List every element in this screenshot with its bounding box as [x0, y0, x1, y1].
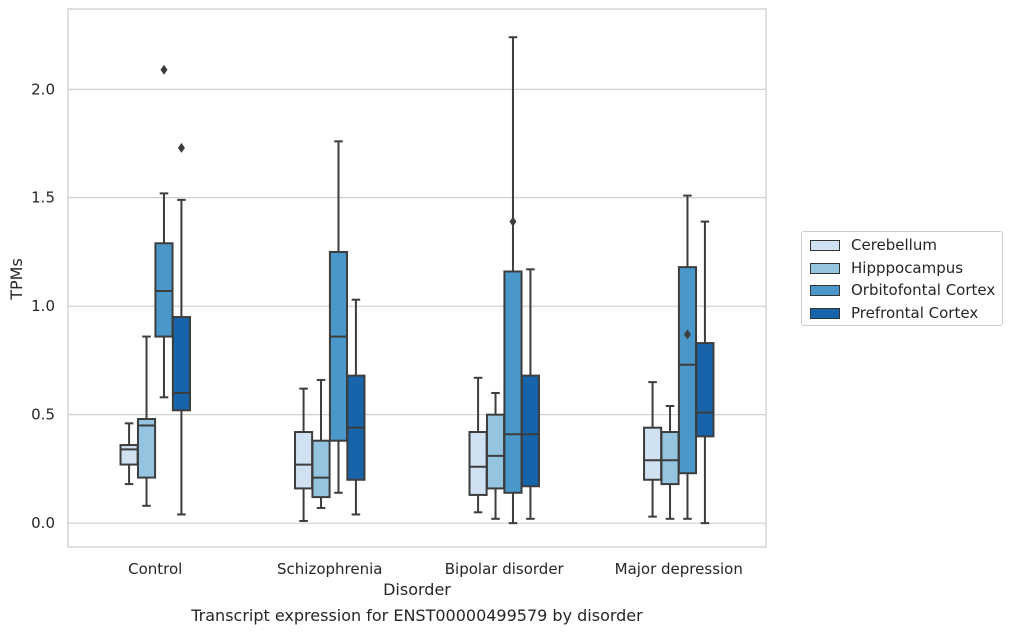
box — [328, 250, 349, 442]
legend-item-prefrontal-cortex: Prefrontal Cortex — [802, 302, 978, 324]
box — [520, 374, 540, 488]
box-group — [136, 335, 157, 507]
box-group — [503, 36, 523, 525]
legend-item-cerebellum: Cerebellum — [802, 234, 937, 256]
box-group — [468, 376, 488, 514]
y-tick-labels: 0.0 0.5 1.0 1.5 2.0 — [31, 80, 55, 532]
x-tick-label: Control — [128, 560, 182, 578]
box — [136, 418, 157, 479]
box — [311, 439, 331, 499]
box-group — [294, 387, 314, 522]
box — [643, 426, 663, 481]
y-axis-label: TPMs — [7, 258, 26, 301]
y-tick-label: 2.0 — [31, 80, 55, 98]
legend-swatch — [810, 239, 840, 251]
legend-item-orbitofrontal-cortex: Orbitofontal Cortex — [802, 279, 995, 301]
outlier-point — [160, 64, 168, 75]
y-tick-label: 0.0 — [31, 514, 55, 532]
box — [677, 266, 698, 475]
x-axis-label: Disorder — [383, 580, 451, 599]
box — [171, 316, 191, 412]
x-tick-labels: Control Schizophrenia Bipolar disorder Majo… — [128, 560, 743, 578]
box — [119, 444, 139, 466]
box-group — [643, 381, 663, 518]
outlier-point — [683, 329, 691, 340]
box-group — [154, 64, 174, 399]
box-group — [695, 220, 715, 525]
y-tick-label: 1.0 — [31, 297, 55, 315]
plot-frame — [67, 8, 767, 548]
legend-swatch — [810, 262, 840, 274]
boxes — [119, 36, 715, 525]
box-group — [520, 268, 540, 520]
box-group — [346, 298, 366, 516]
box — [468, 431, 488, 496]
legend-swatch — [810, 307, 840, 319]
box — [294, 431, 314, 490]
box-group — [328, 140, 349, 494]
box-group — [311, 378, 331, 509]
box-group — [171, 142, 191, 516]
chart-caption: Transcript expression for ENST0000049957… — [191, 606, 643, 625]
outlier-point — [509, 216, 517, 227]
box — [485, 413, 506, 490]
box-group — [677, 194, 698, 520]
box — [660, 431, 680, 486]
x-tick-label: Major depression — [615, 560, 743, 578]
legend: Cerebellum Hipppocampus Orbitofontal Cor… — [801, 231, 1003, 326]
gridlines — [68, 88, 766, 524]
y-tick-label: 1.5 — [31, 189, 55, 207]
legend-label: Orbitofontal Cortex — [851, 281, 996, 299]
x-tick-label: Bipolar disorder — [445, 560, 565, 578]
legend-item-hippocampus: Hipppocampus — [802, 257, 963, 279]
x-tick-label: Schizophrenia — [277, 560, 382, 578]
box — [695, 342, 715, 438]
y-tick-label: 0.5 — [31, 406, 55, 424]
box — [503, 270, 523, 494]
outlier-point — [177, 142, 185, 153]
box-group — [119, 422, 139, 486]
box-group — [485, 391, 506, 520]
legend-label: Hipppocampus — [851, 259, 964, 277]
box — [154, 242, 174, 338]
legend-label: Prefrontal Cortex — [851, 304, 979, 322]
box-group — [660, 404, 680, 520]
legend-label: Cerebellum — [851, 236, 937, 254]
legend-swatch — [810, 284, 840, 296]
